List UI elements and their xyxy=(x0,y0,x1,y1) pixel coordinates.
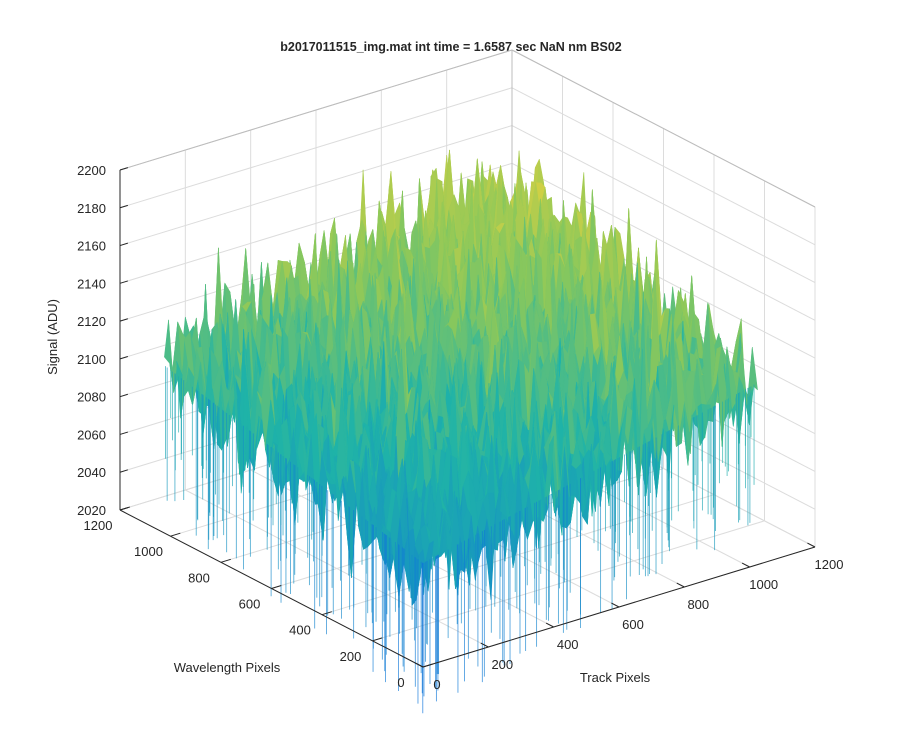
z-tick-label: 2020 xyxy=(77,503,106,518)
grid-line xyxy=(321,494,715,616)
x-tick-label: 800 xyxy=(687,597,709,612)
z-tick-label: 2160 xyxy=(77,239,106,254)
y-tick-label: 400 xyxy=(289,623,311,638)
x-tick-mark xyxy=(807,542,816,548)
z-tick-mark xyxy=(119,318,128,322)
y-tick-label: 0 xyxy=(397,675,404,690)
z-tick-mark xyxy=(119,507,128,511)
x-tick-label: 400 xyxy=(557,637,579,652)
z-tick-mark xyxy=(119,469,128,473)
y-tick-label: 200 xyxy=(340,649,362,664)
z-axis-label: Signal (ADU) xyxy=(45,299,60,375)
z-tick-mark xyxy=(119,393,128,398)
y-tick-mark xyxy=(422,663,433,668)
x-tick-mark xyxy=(676,582,685,588)
z-tick-label: 2080 xyxy=(77,390,106,405)
z-tick-mark xyxy=(119,280,128,284)
z-tick-label: 2200 xyxy=(77,163,106,178)
y-tick-mark xyxy=(170,532,181,537)
y-tick-label: 1200 xyxy=(84,518,113,533)
y-tick-mark xyxy=(271,585,282,589)
x-tick-label: 1200 xyxy=(815,557,844,572)
chart-title: b2017011515_img.mat int time = 1.6587 se… xyxy=(280,40,622,54)
axis-layer: 0 200 400 600 800 1000 1200 0 200 400 600 800 1000 12… xyxy=(77,163,843,692)
surface-layer xyxy=(164,149,758,714)
z-tick-label: 2140 xyxy=(77,276,106,291)
x-tick-label: 200 xyxy=(491,657,513,672)
z-tick-mark xyxy=(119,431,128,435)
x-tick-mark xyxy=(611,602,620,608)
z-tick-mark xyxy=(119,167,128,171)
z-tick-label: 2060 xyxy=(77,427,106,442)
z-tick-label: 2120 xyxy=(77,314,106,329)
x-tick-mark xyxy=(415,662,424,668)
box-edge xyxy=(511,49,816,208)
z-tick-mark xyxy=(119,356,128,360)
x-tick-mark xyxy=(741,562,750,568)
box-edge xyxy=(119,49,513,171)
z-tick-label: 2100 xyxy=(77,352,106,367)
x-tick-label: 0 xyxy=(433,677,440,692)
x-tick-label: 600 xyxy=(622,617,644,632)
y-tick-label: 1000 xyxy=(134,544,163,559)
y-tick-label: 800 xyxy=(188,570,210,585)
x-tick-mark xyxy=(480,642,489,648)
z-tick-mark xyxy=(119,204,128,209)
x-axis-label: Track Pixels xyxy=(580,670,651,685)
y-axis-label: Wavelength Pixels xyxy=(174,660,281,675)
x-tick-mark xyxy=(545,622,554,628)
z-tick-label: 2180 xyxy=(77,201,106,216)
y-tick-mark xyxy=(321,611,332,616)
y-tick-mark xyxy=(372,637,383,642)
z-tick-label: 2040 xyxy=(77,465,106,480)
y-tick-mark xyxy=(220,558,231,563)
z-tick-mark xyxy=(119,242,128,247)
x-tick-label: 1000 xyxy=(749,577,778,592)
y-tick-label: 600 xyxy=(239,597,261,612)
